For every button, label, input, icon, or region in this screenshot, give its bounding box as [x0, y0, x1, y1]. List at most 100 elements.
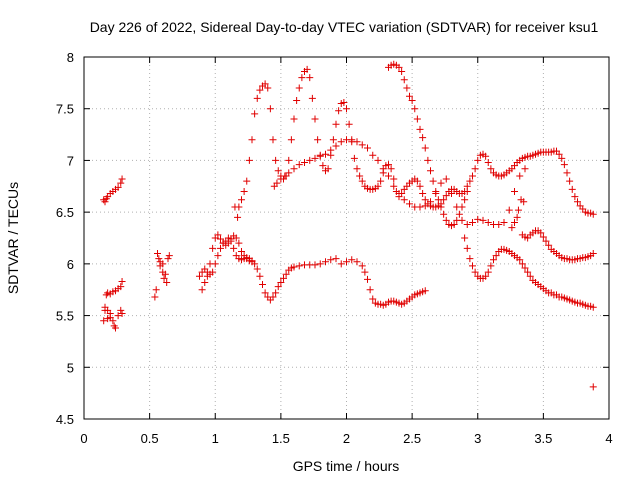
- x-tick-label: 2: [343, 431, 350, 446]
- data-point: [209, 244, 217, 252]
- data-point: [482, 152, 490, 160]
- series-track-lower: [196, 234, 429, 309]
- series-track-upper: [231, 65, 597, 221]
- data-point: [537, 229, 545, 237]
- data-point: [235, 203, 243, 211]
- data-point: [542, 237, 550, 245]
- data-point: [245, 156, 253, 164]
- data-point: [238, 196, 245, 204]
- data-point: [322, 150, 329, 158]
- data-point: [240, 187, 248, 195]
- data-point: [217, 244, 224, 252]
- data-point: [366, 286, 374, 294]
- data-point: [487, 262, 495, 270]
- data-point: [322, 258, 329, 266]
- data-point: [566, 177, 574, 185]
- data-point: [484, 218, 492, 226]
- x-tick-label: 4: [605, 431, 612, 446]
- x-tick-label: 1: [212, 431, 219, 446]
- data-point: [364, 275, 371, 283]
- data-point: [285, 156, 293, 164]
- data-point: [427, 167, 434, 175]
- series-outlier: [589, 383, 597, 391]
- data-point: [337, 138, 345, 146]
- data-point: [327, 146, 335, 154]
- data-point: [196, 272, 203, 280]
- data-point: [413, 177, 421, 185]
- data-point: [440, 210, 448, 218]
- data-point: [589, 383, 597, 391]
- data-point: [416, 125, 424, 133]
- data-point: [287, 136, 295, 144]
- data-point: [290, 263, 298, 271]
- data-point: [385, 161, 392, 169]
- data-point: [348, 136, 356, 144]
- data-point: [406, 92, 413, 100]
- data-point: [295, 84, 303, 92]
- data-point: [306, 156, 314, 164]
- data-point: [327, 256, 335, 264]
- data-point: [343, 258, 350, 266]
- data-point: [214, 231, 222, 239]
- data-point: [461, 234, 469, 242]
- data-point: [118, 175, 126, 183]
- data-point: [340, 99, 348, 107]
- data-point: [571, 193, 579, 201]
- data-point: [316, 152, 324, 160]
- data-point: [511, 218, 518, 226]
- data-point: [421, 196, 429, 204]
- y-tick-label: 7: [67, 153, 74, 168]
- data-point: [277, 278, 285, 286]
- data-point: [364, 144, 371, 152]
- data-point: [203, 272, 211, 280]
- data-point: [513, 213, 521, 221]
- data-point: [429, 177, 437, 185]
- data-point: [101, 198, 109, 206]
- data-point: [272, 289, 280, 297]
- data-point: [395, 190, 403, 198]
- y-tick-label: 6.5: [56, 205, 74, 220]
- data-point: [272, 156, 280, 164]
- data-point: [248, 258, 256, 266]
- data-point: [469, 262, 476, 270]
- data-point: [479, 216, 487, 224]
- data-point: [332, 120, 340, 128]
- data-point: [482, 272, 490, 280]
- data-point: [348, 256, 356, 264]
- data-point: [514, 206, 522, 214]
- data-point: [214, 252, 222, 260]
- data-point: [463, 187, 471, 195]
- series-track-b-left-cluster: [100, 277, 126, 332]
- data-point: [264, 84, 272, 92]
- data-point: [311, 115, 319, 123]
- data-point: [448, 190, 455, 198]
- data-point: [508, 224, 516, 232]
- data-point: [421, 287, 429, 295]
- data-point: [353, 165, 361, 173]
- x-axis-label: GPS time / hours: [293, 458, 400, 474]
- x-tick-label: 0.5: [141, 431, 159, 446]
- data-point: [398, 67, 406, 75]
- data-point: [100, 317, 108, 325]
- series-track-c-small: [151, 250, 173, 301]
- series-track-lower-second: [198, 231, 256, 294]
- data-point: [163, 278, 171, 286]
- data-point: [311, 154, 319, 162]
- data-point: [295, 262, 303, 270]
- data-point: [461, 196, 469, 204]
- data-point: [484, 268, 492, 276]
- data-point: [419, 134, 427, 142]
- data-point: [118, 310, 126, 318]
- data-point: [256, 272, 264, 280]
- data-point: [274, 283, 282, 291]
- data-point: [295, 161, 303, 169]
- y-tick-label: 4.5: [56, 412, 74, 427]
- data-point: [539, 233, 547, 241]
- data-point: [243, 177, 251, 185]
- data-point: [335, 107, 343, 115]
- data-point: [400, 196, 408, 204]
- data-point: [463, 244, 471, 252]
- data-point: [469, 172, 476, 180]
- data-point: [261, 80, 269, 88]
